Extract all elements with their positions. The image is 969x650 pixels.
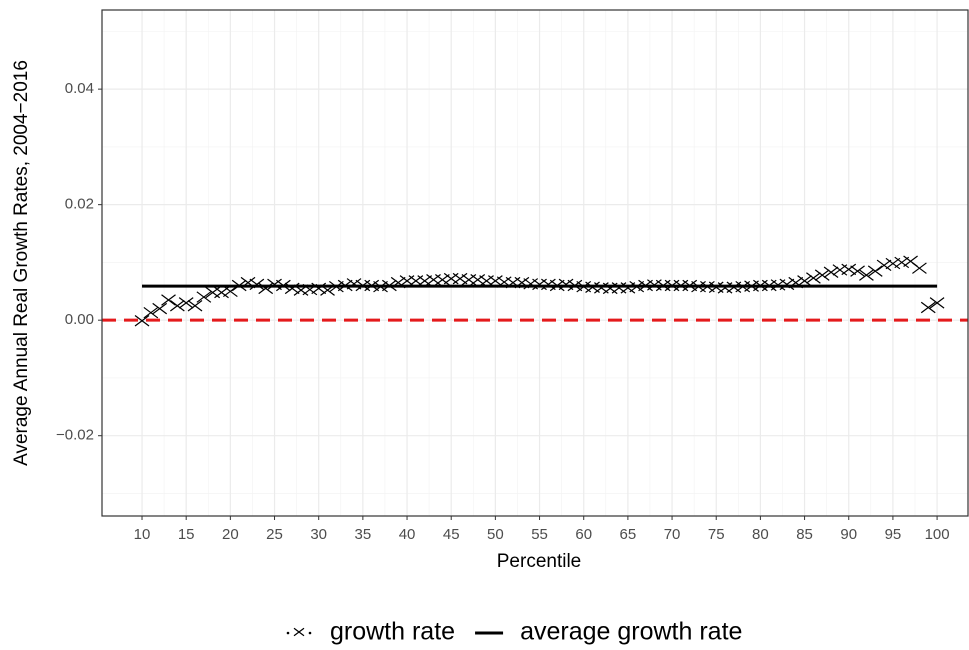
point <box>267 278 282 291</box>
y-tick-label: −0.02 <box>56 427 94 444</box>
x-tick-label: 90 <box>840 526 857 543</box>
panel-border <box>101 9 969 517</box>
x-tick-label: 85 <box>796 526 813 543</box>
y-tick-label: 0.02 <box>65 196 94 213</box>
x-tick-label: 40 <box>399 526 416 543</box>
x-tick-label: 15 <box>178 526 195 543</box>
x-tick-label: 30 <box>310 526 327 543</box>
point <box>435 274 450 286</box>
x-tick-label: 35 <box>355 526 372 543</box>
point <box>885 257 901 270</box>
point <box>222 285 238 298</box>
point <box>894 256 910 269</box>
point <box>161 294 176 306</box>
point <box>850 265 865 277</box>
y-tick-label: 0.04 <box>65 80 94 97</box>
point <box>134 315 150 327</box>
point <box>797 275 812 287</box>
x-tick-label: 10 <box>134 526 151 543</box>
legend-label: average growth rate <box>520 618 742 646</box>
x-tick-label: 60 <box>575 526 592 543</box>
point <box>541 278 556 291</box>
y-tick-label: 0.00 <box>65 311 94 328</box>
x-tick-label: 75 <box>708 526 725 543</box>
point <box>876 259 892 272</box>
x-tick-label: 70 <box>664 526 681 543</box>
y-axis-label: Average Annual Real Growth Rates, 2004−2… <box>11 60 32 466</box>
point <box>558 278 574 291</box>
point <box>806 272 821 284</box>
point <box>859 269 874 281</box>
x-tick-label: 20 <box>222 526 239 543</box>
x-tick-label: 45 <box>443 526 460 543</box>
x-axis-label: Percentile <box>497 551 582 572</box>
legend-label: growth rate <box>330 618 455 646</box>
x-tick-label: 50 <box>487 526 504 543</box>
point <box>417 275 433 287</box>
point <box>779 278 795 291</box>
point <box>214 286 229 299</box>
point <box>814 269 830 281</box>
point <box>143 306 159 319</box>
point <box>452 272 468 285</box>
point <box>912 262 927 274</box>
legend-key <box>293 627 305 637</box>
point <box>867 265 883 277</box>
point <box>841 263 857 276</box>
x-tick-label: 100 <box>925 526 950 543</box>
point <box>249 278 265 291</box>
legend-key-dot <box>308 631 312 635</box>
legend-key-dot <box>286 631 290 635</box>
x-tick-label: 80 <box>752 526 769 543</box>
x-tick-label: 65 <box>620 526 637 543</box>
point <box>620 282 636 294</box>
point <box>187 300 203 312</box>
point <box>169 300 185 312</box>
point <box>929 297 945 309</box>
point <box>488 275 503 287</box>
x-tick-label: 95 <box>885 526 902 543</box>
x-tick-label: 55 <box>531 526 548 543</box>
point <box>152 302 168 315</box>
point <box>196 291 212 303</box>
point <box>823 266 839 278</box>
point <box>920 301 936 314</box>
point <box>178 297 194 309</box>
x-tick-label: 25 <box>266 526 283 543</box>
point <box>470 274 486 286</box>
